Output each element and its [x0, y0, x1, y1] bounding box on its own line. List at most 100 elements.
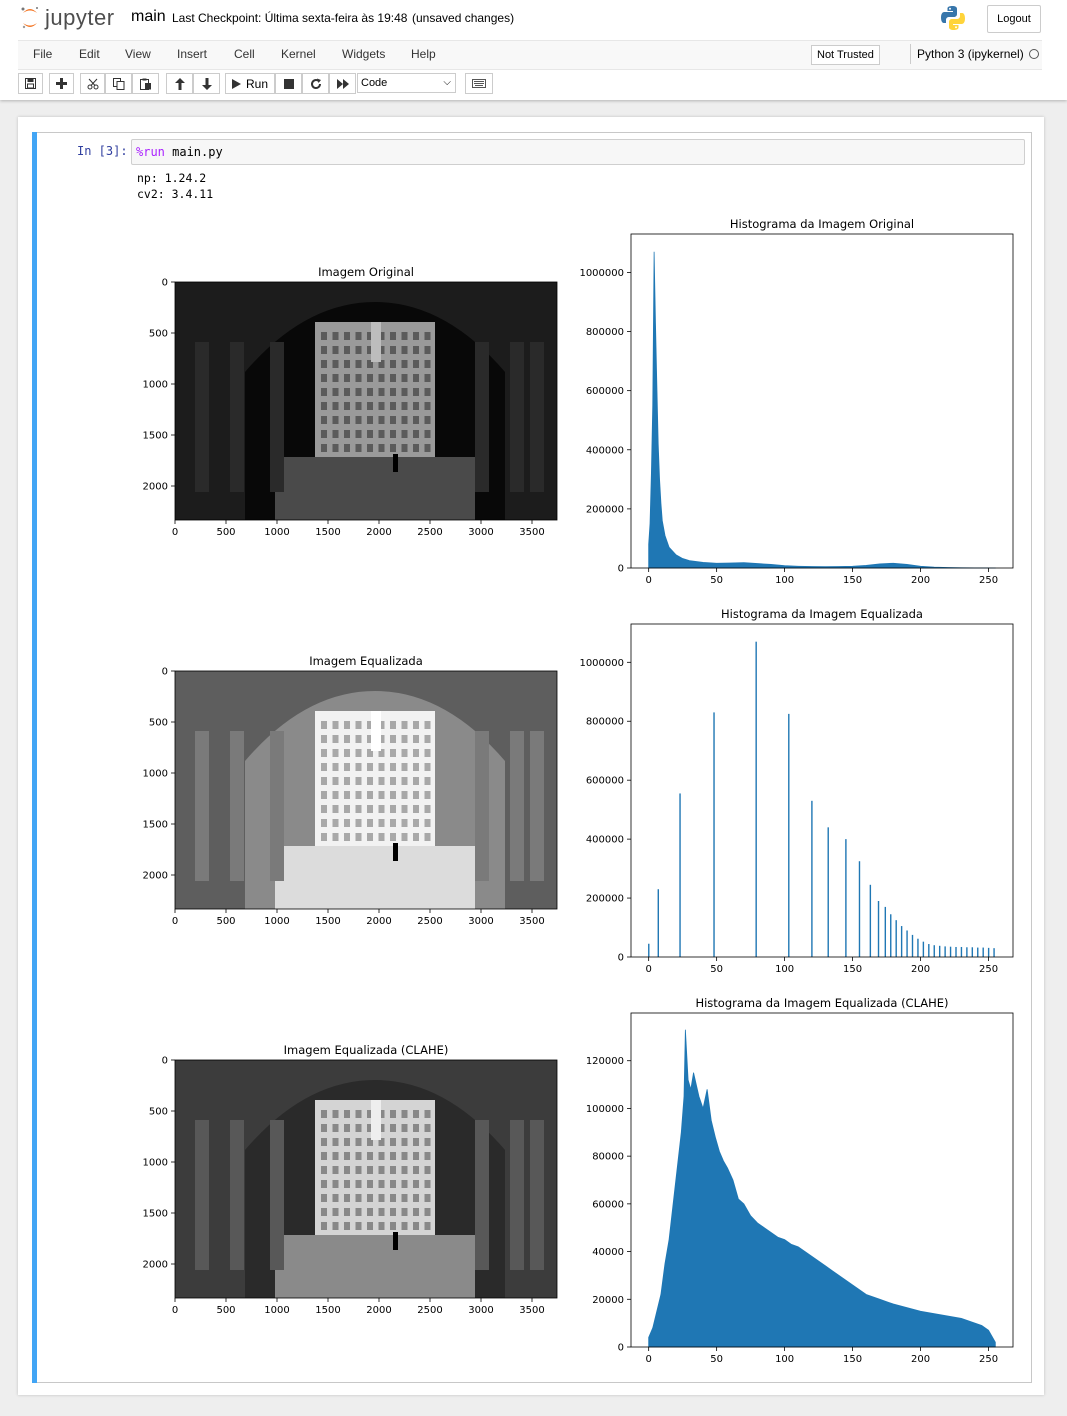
histogram-bar [900, 926, 903, 957]
photo-window [424, 1222, 431, 1230]
photo-window [367, 346, 373, 354]
command-palette-button[interactable] [465, 73, 493, 94]
photo-window [378, 791, 385, 799]
photo-window [355, 1166, 362, 1174]
photo-window [413, 735, 419, 743]
photo-window [321, 374, 327, 382]
x-tick-label: 2000 [366, 1305, 391, 1316]
photo-window [378, 777, 385, 785]
code-editor[interactable]: %run main.py [131, 139, 1025, 165]
photo-window [413, 346, 419, 354]
stop-icon [283, 78, 294, 89]
paste-button[interactable] [132, 73, 159, 94]
photo-window [424, 1194, 431, 1202]
logout-button[interactable]: Logout [987, 5, 1041, 33]
menu-help[interactable]: Help [411, 47, 436, 61]
photo-column [195, 1120, 209, 1270]
photo-column [270, 1120, 284, 1270]
photo-window [390, 1222, 396, 1230]
photo-window [401, 819, 408, 827]
photo-window [367, 374, 373, 382]
y-tick-label: 100000 [586, 1104, 624, 1115]
photo-window [332, 1222, 339, 1230]
photo-window [367, 416, 373, 424]
photo-window [378, 749, 385, 757]
photo-window [344, 791, 350, 799]
photo-window [332, 1194, 339, 1202]
copy-button[interactable] [105, 73, 132, 94]
not-trusted-badge[interactable]: Not Trusted [811, 45, 880, 65]
histogram-bar [911, 934, 914, 957]
photo-window [344, 332, 350, 340]
menu-widgets[interactable]: Widgets [342, 47, 386, 61]
photo-column [475, 1120, 489, 1270]
photo-window [401, 360, 408, 368]
y-tick-label: 400000 [586, 445, 624, 456]
code-magic: %run [136, 145, 165, 159]
photo-window [321, 444, 327, 452]
photo-column [510, 731, 524, 881]
photo-window [332, 1124, 339, 1132]
restart-button[interactable] [302, 73, 329, 94]
cut-button[interactable] [80, 73, 105, 94]
photo-window [332, 1180, 339, 1188]
restart-run-all-button[interactable] [329, 73, 356, 94]
photo-window [344, 777, 350, 785]
photo-window [332, 346, 339, 354]
photo-window [321, 805, 327, 813]
histogram-plot: Histograma da Imagem Equalizada 0 50 100 150… [579, 607, 1014, 975]
photo-window [378, 1124, 385, 1132]
photo-window [355, 374, 362, 382]
interrupt-button[interactable] [275, 73, 302, 94]
run-button[interactable]: Run [225, 73, 275, 94]
photo-window [413, 721, 419, 729]
move-up-button[interactable] [166, 73, 193, 94]
menu-cell[interactable]: Cell [234, 47, 255, 61]
photo-window [401, 749, 408, 757]
x-tick-label: 0 [172, 1305, 178, 1316]
x-tick-label: 3500 [519, 1305, 544, 1316]
photo-window [378, 735, 385, 743]
photo-window [321, 430, 327, 438]
photo-window [367, 1166, 373, 1174]
output-line: cv2: 3.4.11 [137, 187, 214, 201]
menu-insert[interactable]: Insert [177, 47, 208, 61]
photo-window [344, 1180, 350, 1188]
photo-window [424, 819, 431, 827]
menu-view[interactable]: View [125, 47, 151, 61]
cell-type-select[interactable]: Code ⌵ [357, 73, 456, 93]
photo-window [424, 805, 431, 813]
photo-window [401, 791, 408, 799]
photo-window [401, 777, 408, 785]
photo-window [344, 346, 350, 354]
menu-edit[interactable]: Edit [79, 47, 100, 61]
autosave-status: (unsaved changes) [412, 11, 515, 25]
photo-window [332, 374, 339, 382]
fast-forward-icon [336, 78, 349, 89]
photo-window [332, 749, 339, 757]
arrow-up-icon [174, 77, 185, 90]
photo-window [401, 1124, 408, 1132]
code-cell[interactable]: In [3]: %run main.py np: 1.24.2 cv2: 3.4.… [32, 132, 1032, 1383]
jupyter-logo[interactable]: jupyter [20, 4, 115, 32]
menu-kernel[interactable]: Kernel [281, 47, 316, 61]
histogram-plot: Histograma da Imagem Original 0 50 100 150 20… [579, 217, 1014, 586]
save-button[interactable] [18, 73, 43, 94]
plot-frame [174, 1059, 558, 1299]
photo-window [378, 374, 385, 382]
photo-window [424, 346, 431, 354]
photo-window [355, 388, 362, 396]
plus-icon [56, 78, 67, 89]
photo-window [413, 332, 419, 340]
insert-cell-button[interactable] [49, 73, 74, 94]
notebook-name[interactable]: main [131, 8, 166, 25]
photo-window [401, 721, 408, 729]
menu-file[interactable]: File [33, 47, 53, 61]
photo-window [367, 1222, 373, 1230]
y-tick-label: 400000 [586, 835, 624, 846]
photo-window [413, 1208, 419, 1216]
histogram-bar [890, 914, 892, 957]
x-tick-label: 50 [710, 575, 723, 586]
move-down-button[interactable] [193, 73, 220, 94]
photo-window [401, 735, 408, 743]
